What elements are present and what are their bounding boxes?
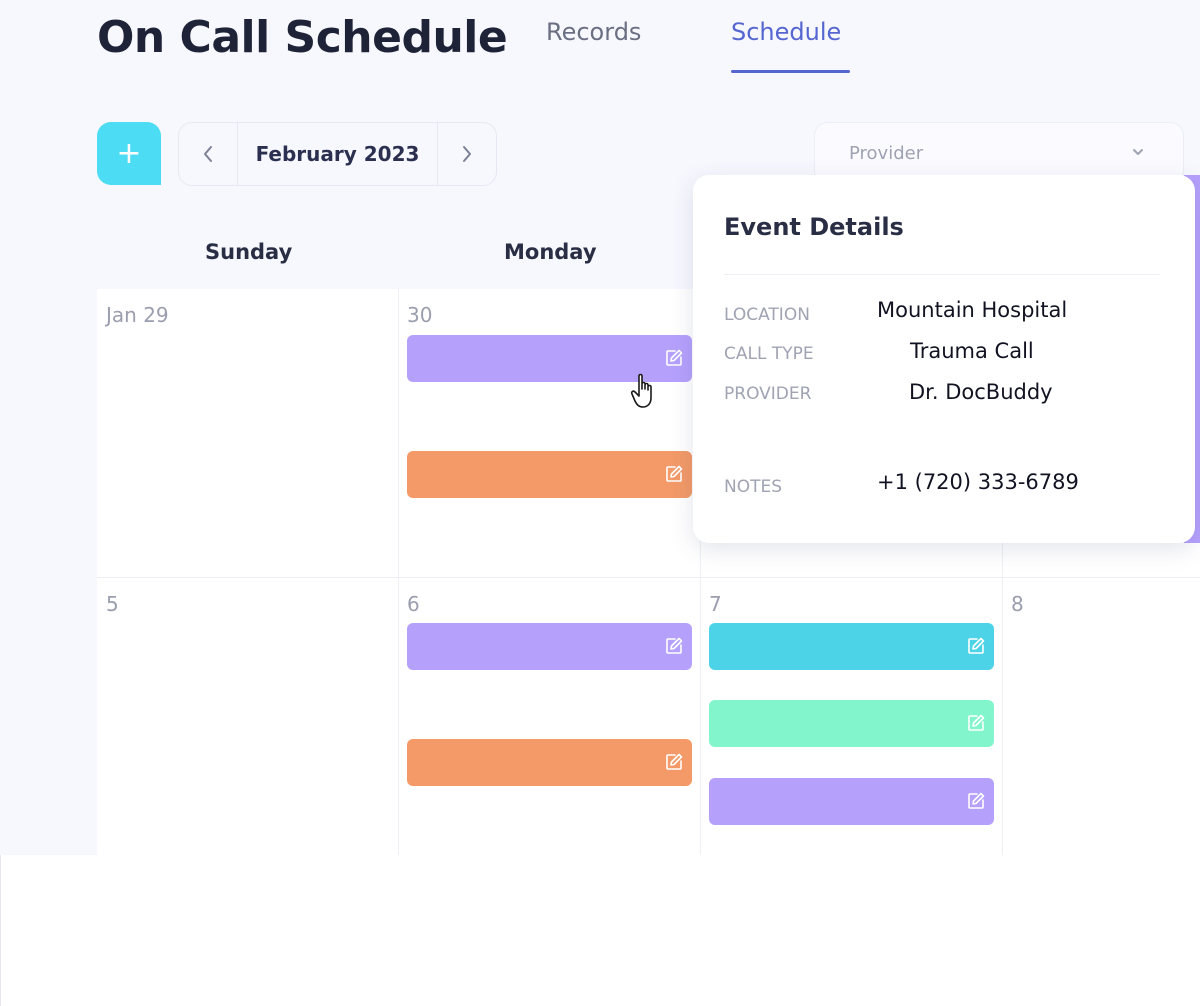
plus-icon: + — [116, 136, 142, 171]
provider-select[interactable]: Provider — [814, 122, 1184, 185]
provider-select-placeholder: Provider — [849, 143, 924, 164]
page-title: On Call Schedule — [97, 12, 508, 63]
edit-icon[interactable] — [664, 636, 684, 656]
event-block[interactable] — [407, 335, 692, 382]
day-header-sunday: Sunday — [205, 240, 293, 264]
current-month-label: February 2023 — [237, 123, 438, 185]
event-details-popover: Event Details LOCATION Mountain Hospital… — [693, 175, 1195, 543]
event-block[interactable] — [407, 451, 692, 498]
month-navigator: February 2023 — [178, 122, 497, 186]
date-label-7: 7 — [709, 592, 722, 616]
grid-row-divider — [97, 577, 1200, 578]
notes-value: +1 (720) 333-6789 — [877, 470, 1079, 494]
location-label: LOCATION — [724, 305, 810, 325]
chevron-down-icon — [1133, 149, 1143, 155]
chevron-right-icon — [463, 146, 471, 162]
date-label-30: 30 — [407, 303, 433, 327]
prev-month-button[interactable] — [179, 123, 237, 185]
call-type-value: Trauma Call — [910, 339, 1034, 363]
grid-divider — [1002, 289, 1003, 855]
date-label-5: 5 — [106, 592, 119, 616]
event-details-title: Event Details — [724, 213, 904, 241]
edit-icon[interactable] — [966, 636, 986, 656]
location-value: Mountain Hospital — [877, 298, 1068, 322]
next-month-button[interactable] — [438, 123, 496, 185]
add-event-button[interactable]: + — [97, 122, 161, 185]
day-header-monday: Monday — [504, 240, 597, 264]
event-block[interactable] — [709, 700, 994, 747]
notes-label: NOTES — [724, 477, 783, 497]
popover-divider — [724, 274, 1160, 275]
event-block[interactable] — [407, 739, 692, 786]
grid-divider — [398, 289, 399, 855]
app-window: On Call Schedule Records Schedule + Febr… — [97, 12, 1200, 855]
provider-label: PROVIDER — [724, 384, 812, 404]
date-label-8: 8 — [1011, 592, 1024, 616]
edit-icon[interactable] — [966, 713, 986, 733]
empty-area — [0, 855, 1200, 1006]
edit-icon[interactable] — [966, 791, 986, 811]
event-block[interactable] — [407, 623, 692, 670]
hand-pointer-cursor-icon — [630, 373, 652, 408]
edit-icon[interactable] — [664, 752, 684, 772]
chevron-left-icon — [204, 146, 212, 162]
edit-icon[interactable] — [664, 348, 684, 368]
date-label-jan-29: Jan 29 — [106, 303, 169, 327]
active-tab-indicator — [731, 70, 850, 73]
edit-icon[interactable] — [664, 464, 684, 484]
event-block[interactable] — [709, 623, 994, 670]
tab-schedule[interactable]: Schedule — [731, 18, 842, 46]
provider-value: Dr. DocBuddy — [909, 380, 1053, 404]
tab-records[interactable]: Records — [546, 18, 642, 46]
event-block[interactable] — [709, 778, 994, 825]
grid-divider — [700, 289, 701, 855]
date-label-6: 6 — [407, 592, 420, 616]
call-type-label: CALL TYPE — [724, 344, 814, 364]
